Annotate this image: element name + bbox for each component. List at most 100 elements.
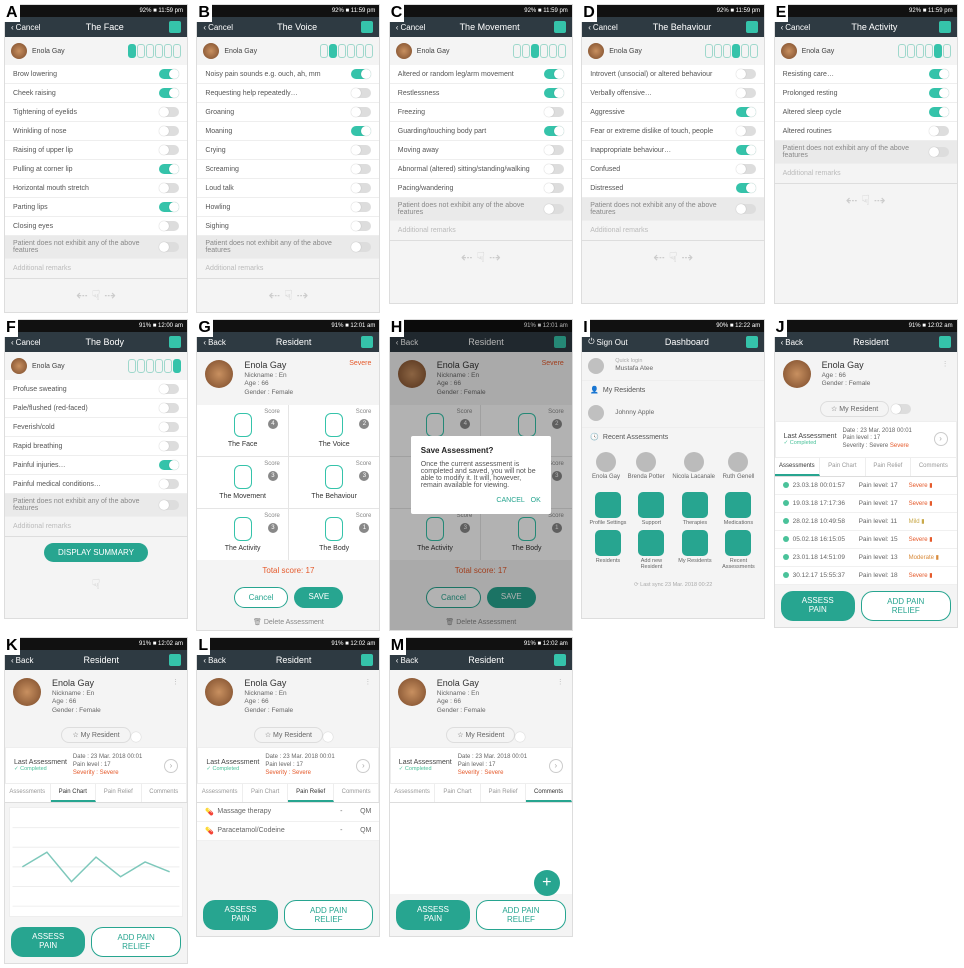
more-icon[interactable]: ⋮ — [942, 360, 949, 368]
tab-assessments[interactable]: Assessments — [197, 784, 243, 802]
toggle[interactable] — [736, 145, 756, 155]
remarks-input[interactable]: Additional remarks — [775, 164, 957, 184]
toggle[interactable] — [159, 88, 179, 98]
power-icon[interactable]: ⏻ — [588, 337, 594, 347]
toggle[interactable] — [929, 88, 949, 98]
back-button[interactable]: Back — [208, 338, 226, 347]
cancel-button[interactable]: Cancel — [785, 23, 810, 32]
tab-comments[interactable]: Comments — [911, 458, 957, 476]
feature-row[interactable]: Profuse sweating — [5, 380, 187, 399]
toggle[interactable] — [351, 183, 371, 193]
feature-row[interactable]: Pale/flushed (red-faced) — [5, 399, 187, 418]
feature-row[interactable]: Altered or random leg/arm movement — [390, 65, 572, 84]
toggle[interactable] — [159, 221, 179, 231]
toggle[interactable] — [544, 145, 564, 155]
toggle[interactable] — [351, 69, 371, 79]
cancel-button[interactable]: Cancel — [208, 23, 233, 32]
back-icon[interactable]: ‹ — [11, 656, 14, 665]
last-assessment-card[interactable]: Last Assessment✓ CompletedDate : 23 Mar.… — [197, 747, 379, 784]
relief-row[interactable]: 💊Massage therapy-QM — [197, 803, 379, 822]
back-button[interactable]: Back — [208, 656, 226, 665]
feature-row[interactable]: Resisting care… — [775, 65, 957, 84]
action-tile[interactable]: Add new Resident — [632, 530, 672, 570]
tab-comments[interactable]: Comments — [142, 784, 188, 802]
back-icon[interactable]: ‹ — [396, 23, 399, 32]
recent-resident[interactable]: Nicola Lacanale — [672, 452, 715, 480]
feature-row[interactable]: Distressed — [582, 179, 764, 198]
my-resident-toggle[interactable]: ☆ My Resident — [820, 401, 889, 417]
feature-row[interactable]: Raising of upper lip — [5, 141, 187, 160]
action-tile[interactable]: Residents — [588, 530, 628, 570]
tab-pain-chart[interactable]: Pain Chart — [435, 784, 481, 802]
last-assessment-card[interactable]: Last Assessment✓ CompletedDate : 23 Mar.… — [390, 747, 572, 784]
remarks-input[interactable]: Additional remarks — [5, 259, 187, 279]
assessment-row[interactable]: 30.12.17 15:55:37Pain level: 18Severe ▮ — [775, 567, 957, 585]
toggle[interactable] — [891, 404, 911, 414]
feature-row[interactable]: Abnormal (altered) sitting/standing/walk… — [390, 160, 572, 179]
assessment-row[interactable]: 05.02.18 16:15:05Pain level: 15Severe ▮ — [775, 531, 957, 549]
back-icon[interactable]: ‹ — [203, 338, 206, 347]
feature-row[interactable]: Introvert (unsocial) or altered behaviou… — [582, 65, 764, 84]
recent-resident[interactable]: Brenda Potter — [628, 452, 665, 480]
toggle[interactable] — [929, 126, 949, 136]
add-fab-button[interactable]: + — [534, 870, 560, 896]
back-button[interactable]: Back — [785, 338, 803, 347]
more-icon[interactable]: ⋮ — [364, 678, 371, 686]
quick-login-row[interactable]: Quick loginMustafa Atee — [582, 352, 764, 381]
remarks-input[interactable]: Additional remarks — [390, 221, 572, 241]
add-pain-relief-button[interactable]: ADD PAIN RELIEF — [476, 900, 566, 930]
toggle[interactable] — [544, 164, 564, 174]
category-cell[interactable]: Score2The Voice — [289, 405, 380, 456]
back-icon[interactable]: ‹ — [203, 23, 206, 32]
toggle[interactable] — [159, 479, 179, 489]
assess-pain-button[interactable]: ASSESS PAIN — [781, 591, 855, 621]
feature-row[interactable]: Cheek raising — [5, 84, 187, 103]
my-resident-toggle[interactable]: ☆ My Resident — [446, 727, 515, 743]
toggle[interactable] — [159, 422, 179, 432]
category-cell[interactable]: Score1The Body — [289, 509, 380, 560]
toggle[interactable] — [736, 107, 756, 117]
cancel-button[interactable]: Cancel — [593, 23, 618, 32]
toggle[interactable] — [929, 69, 949, 79]
tab-pain-relief[interactable]: Pain Relief — [288, 784, 334, 802]
feature-row[interactable]: Brow lowering — [5, 65, 187, 84]
modal-cancel-button[interactable]: CANCEL — [496, 497, 524, 504]
feature-row[interactable]: Verbally offensive… — [582, 84, 764, 103]
tab-assessments[interactable]: Assessments — [390, 784, 436, 802]
assess-pain-button[interactable]: ASSESS PAIN — [396, 900, 470, 930]
toggle[interactable] — [159, 107, 179, 117]
body-figure-strip[interactable] — [898, 44, 951, 58]
feature-row[interactable]: Aggressive — [582, 103, 764, 122]
back-button[interactable]: Back — [16, 656, 34, 665]
toggle[interactable] — [159, 126, 179, 136]
tab-pain-relief[interactable]: Pain Relief — [96, 784, 142, 802]
tab-comments[interactable]: Comments — [334, 784, 380, 802]
save-button[interactable]: SAVE — [294, 587, 343, 608]
signout-button[interactable]: Sign Out — [597, 338, 628, 347]
action-tile[interactable]: Support — [632, 492, 672, 526]
delete-assessment-link[interactable]: 🗑 Delete Assessment — [197, 614, 379, 630]
tab-assessments[interactable]: Assessments — [5, 784, 51, 802]
modal-ok-button[interactable]: OK — [531, 497, 541, 504]
back-icon[interactable]: ‹ — [781, 23, 784, 32]
cancel-button[interactable]: Cancel — [400, 23, 425, 32]
last-assessment-card[interactable]: Last Assessment✓ CompletedDate : 23 Mar.… — [5, 747, 187, 784]
action-tile[interactable]: Recent Assessments — [719, 530, 759, 570]
feature-row[interactable]: Restlessness — [390, 84, 572, 103]
tab-pain-chart[interactable]: Pain Chart — [820, 458, 866, 476]
toggle[interactable] — [544, 107, 564, 117]
tab-pain-relief[interactable]: Pain Relief — [481, 784, 527, 802]
body-figure-strip[interactable] — [128, 44, 181, 58]
toggle[interactable] — [351, 221, 371, 231]
tab-assessments[interactable]: Assessments — [775, 458, 821, 476]
tab-pain-chart[interactable]: Pain Chart — [243, 784, 289, 802]
action-tile[interactable]: Therapies — [675, 492, 715, 526]
remarks-input[interactable]: Additional remarks — [197, 259, 379, 279]
assessment-row[interactable]: 23.03.18 00:01:57Pain level: 17Severe ▮ — [775, 477, 957, 495]
assessment-row[interactable]: 23.01.18 14:51:09Pain level: 13Moderate … — [775, 549, 957, 567]
toggle[interactable] — [159, 69, 179, 79]
category-cell[interactable]: Score3The Activity — [197, 509, 288, 560]
toggle[interactable] — [351, 126, 371, 136]
back-icon[interactable]: ‹ — [588, 23, 591, 32]
my-resident-toggle[interactable]: ☆ My Resident — [254, 727, 323, 743]
